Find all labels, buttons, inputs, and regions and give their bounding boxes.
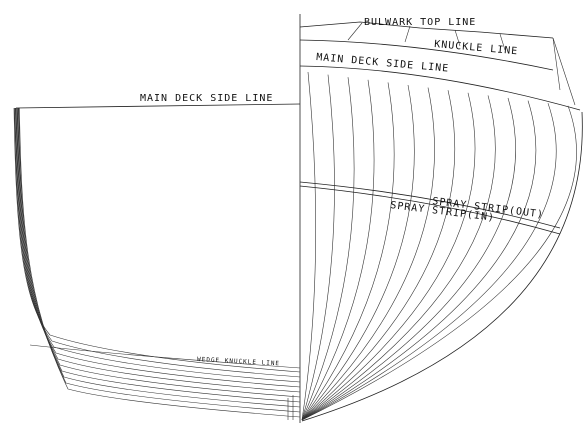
main-deck-left-label: MAIN DECK SIDE LINE [140,93,273,104]
aft-station-5 [16,107,301,393]
fore-station-10 [301,95,496,421]
spray-strip-out-line [299,181,561,229]
fore-station-13 [301,103,557,421]
aft-stations [13,107,301,418]
fore-station-3 [301,77,355,421]
spray-strip-in-line [299,185,561,235]
main-deck-side-line-left [15,103,301,109]
wedge-knuckle-line [29,344,301,369]
knuckle-label: KNUCKLE LINE [434,39,519,57]
aft-station-10 [19,107,301,418]
fore-stations [301,71,583,422]
bow-profile [301,111,583,422]
fore-station-4 [301,79,375,421]
aft-station-3 [14,107,301,383]
aft-station-9 [18,107,301,413]
aft-station-2 [14,107,301,378]
knuckle-line [299,39,554,71]
fore-station-11 [301,97,516,421]
fore-station-1 [301,71,317,421]
main-deck-side-line-right [299,65,581,111]
aft-station-4 [15,107,301,388]
fore-station-5 [301,82,395,421]
aft-station-7 [17,107,301,403]
bulwark-segments [347,22,576,106]
aft-station-6 [16,107,301,398]
wedge-knuckle-label: WEDGE KNUCKLE LINE [197,356,280,367]
fore-station-6 [301,84,415,421]
bulwark-top-label: BULWARK TOP LINE [364,17,476,28]
fore-station-7 [301,87,435,421]
keel-marks [287,395,294,420]
fore-station-12 [301,100,537,421]
fore-station-14 [301,105,577,421]
aft-station-1 [13,107,301,373]
bulwark-top-line [299,21,554,39]
fore-station-8 [301,90,455,421]
fore-station-2 [301,74,335,421]
fore-station-9 [301,92,476,421]
aft-station-8 [17,107,301,408]
